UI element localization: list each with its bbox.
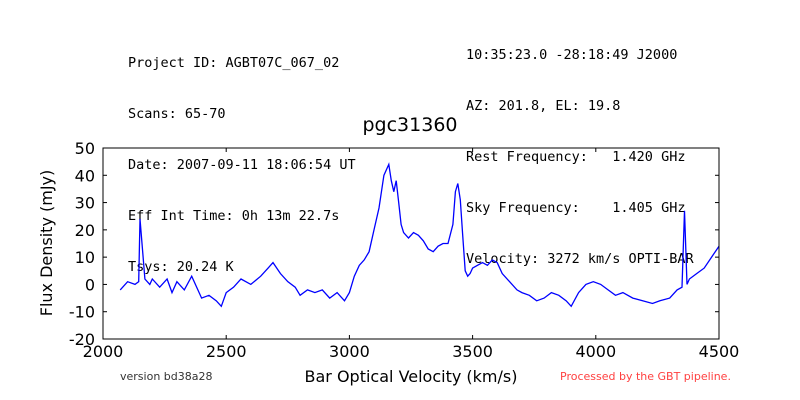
x-axis-label: Bar Optical Velocity (km/s)	[305, 367, 518, 386]
x-tick-label: 2000	[83, 342, 124, 361]
sky-frequency-text: Sky Frequency: 1.405 GHz	[466, 200, 686, 216]
y-axis-label: Flux Density (mJy)	[37, 170, 56, 317]
coordinates-text: 10:35:23.0 -28:18:49 J2000	[466, 47, 678, 63]
x-axis-ticks: 2000 2500 3000 3500 4000 4500	[83, 148, 740, 361]
pipeline-credit: Processed by the GBT pipeline.	[560, 370, 731, 383]
y-tick-label: 0	[85, 275, 95, 294]
az-el-text: AZ: 201.8, EL: 19.8	[466, 98, 621, 114]
x-tick-label: 4000	[575, 342, 616, 361]
observation-info-left: Project ID: AGBT07C_067_02 Scans: 65-70 …	[128, 21, 356, 293]
int-time-text: Eff Int Time: 0h 13m 22.7s	[128, 208, 340, 224]
rest-frequency-text: Rest Frequency: 1.420 GHz	[466, 149, 686, 165]
chart-title: pgc31360	[362, 114, 458, 136]
y-axis-ticks: -20 -10 0 10 20 30 40 50	[69, 139, 719, 349]
plot-frame	[102, 147, 720, 340]
x-tick-label: 4500	[699, 342, 740, 361]
y-tick-label: -10	[69, 303, 95, 322]
version-label: version bd38a28	[120, 370, 213, 383]
observation-info-right: 10:35:23.0 -28:18:49 J2000 AZ: 201.8, EL…	[466, 13, 694, 285]
spectrum-line	[119, 162, 720, 308]
x-tick-label: 3000	[329, 342, 370, 361]
y-tick-label: 50	[75, 139, 95, 158]
y-tick-label: 10	[75, 248, 95, 267]
y-tick-label: 20	[75, 221, 95, 240]
velocity-text: Velocity: 3272 km/s OPTI-BAR	[466, 251, 694, 267]
tsys-text: Tsys: 20.24 K	[128, 259, 234, 275]
x-tick-label: 3500	[452, 342, 493, 361]
y-tick-label: 40	[75, 166, 95, 185]
date-text: Date: 2007-09-11 18:06:54 UT	[128, 157, 356, 173]
scans-text: Scans: 65-70	[128, 106, 226, 122]
y-tick-label: -20	[69, 330, 95, 349]
project-id-text: Project ID: AGBT07C_067_02	[128, 55, 340, 71]
y-tick-label: 30	[75, 194, 95, 213]
x-tick-label: 2500	[206, 342, 247, 361]
